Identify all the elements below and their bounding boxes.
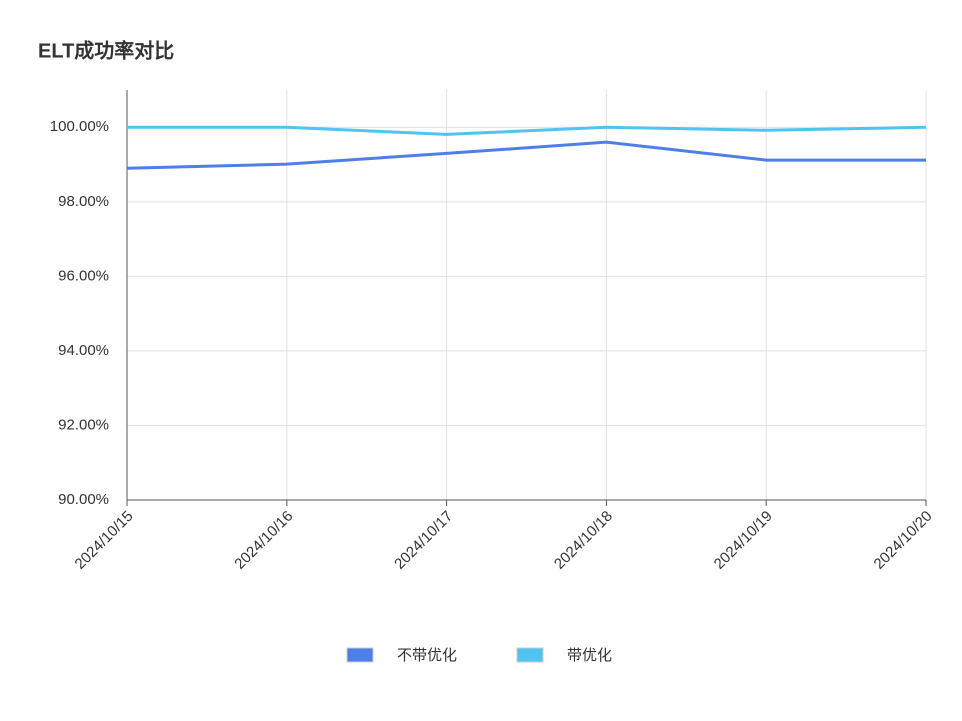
legend-swatch (516, 647, 544, 663)
y-tick-label: 100.00% (50, 118, 109, 135)
y-tick-label: 98.00% (58, 193, 109, 210)
x-tick-label: 2024/10/16 (231, 508, 296, 573)
legend-swatch (346, 647, 374, 663)
chart-title: ELT成功率对比 (38, 38, 174, 62)
series-line (127, 125, 927, 136)
y-tick-label: 96.00% (58, 267, 109, 284)
y-tick-label: 92.00% (58, 416, 109, 433)
series-line (126, 140, 926, 170)
x-tick-label: 2024/10/17 (391, 508, 456, 573)
y-tick-label: 90.00% (58, 491, 109, 508)
y-tick-label: 94.00% (58, 342, 109, 359)
x-tick-label: 2024/10/15 (72, 508, 137, 573)
x-tick-label: 2024/10/19 (711, 508, 776, 573)
x-tick-label: 2024/10/20 (871, 508, 936, 573)
legend-label: 不带优化 (397, 647, 457, 664)
legend-label: 带优化 (567, 647, 612, 664)
x-tick-label: 2024/10/18 (551, 508, 616, 573)
